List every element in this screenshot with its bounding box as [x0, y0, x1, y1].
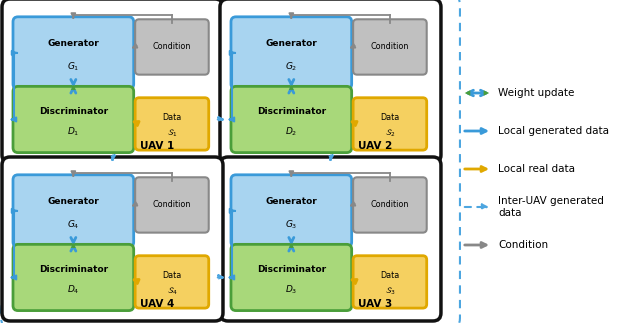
Text: $D_3$: $D_3$: [285, 284, 298, 296]
FancyBboxPatch shape: [135, 98, 209, 150]
Text: Local generated data: Local generated data: [498, 126, 609, 136]
Text: Generator: Generator: [266, 39, 317, 48]
Text: Data: Data: [163, 271, 182, 280]
FancyBboxPatch shape: [353, 19, 427, 75]
FancyBboxPatch shape: [2, 0, 223, 163]
Text: Local real data: Local real data: [498, 164, 575, 174]
Text: Generator: Generator: [266, 197, 317, 206]
Text: Condition: Condition: [371, 42, 409, 51]
Text: $\mathcal{S}_3$: $\mathcal{S}_3$: [385, 286, 396, 297]
Text: Data: Data: [380, 113, 399, 122]
Text: Generator: Generator: [47, 39, 99, 48]
FancyBboxPatch shape: [353, 177, 427, 233]
FancyBboxPatch shape: [135, 19, 209, 75]
FancyBboxPatch shape: [135, 256, 209, 308]
Text: Condition: Condition: [498, 240, 548, 250]
FancyBboxPatch shape: [231, 17, 351, 89]
Text: $G_1$: $G_1$: [67, 60, 79, 73]
Text: Discriminator: Discriminator: [257, 265, 326, 274]
FancyBboxPatch shape: [220, 157, 441, 321]
Text: Discriminator: Discriminator: [39, 107, 108, 116]
FancyBboxPatch shape: [13, 17, 134, 89]
Text: UAV 2: UAV 2: [358, 141, 393, 151]
Text: Discriminator: Discriminator: [257, 107, 326, 116]
Text: $D_1$: $D_1$: [67, 126, 79, 138]
FancyBboxPatch shape: [2, 157, 223, 321]
Text: Condition: Condition: [153, 42, 191, 51]
FancyBboxPatch shape: [13, 245, 134, 311]
Text: Data: Data: [380, 271, 399, 280]
Text: Condition: Condition: [371, 201, 409, 209]
Text: $D_2$: $D_2$: [285, 126, 298, 138]
FancyBboxPatch shape: [231, 175, 351, 247]
FancyBboxPatch shape: [231, 245, 351, 311]
Text: $G_4$: $G_4$: [67, 218, 79, 231]
Text: Inter-UAV generated
data: Inter-UAV generated data: [498, 196, 604, 218]
Text: $D_4$: $D_4$: [67, 284, 79, 296]
Text: $\mathcal{S}_1$: $\mathcal{S}_1$: [166, 128, 177, 140]
Text: Discriminator: Discriminator: [39, 265, 108, 274]
Text: $\mathcal{S}_4$: $\mathcal{S}_4$: [166, 286, 177, 297]
Text: Condition: Condition: [153, 201, 191, 209]
FancyBboxPatch shape: [13, 86, 134, 152]
Text: $G_3$: $G_3$: [285, 218, 298, 231]
Text: $\mathcal{S}_2$: $\mathcal{S}_2$: [385, 128, 395, 140]
Text: Weight update: Weight update: [498, 88, 574, 98]
FancyBboxPatch shape: [353, 256, 427, 308]
Text: UAV 1: UAV 1: [140, 141, 175, 151]
FancyBboxPatch shape: [220, 0, 441, 163]
FancyBboxPatch shape: [353, 98, 427, 150]
FancyBboxPatch shape: [135, 177, 209, 233]
Text: Generator: Generator: [47, 197, 99, 206]
Text: UAV 3: UAV 3: [358, 298, 393, 308]
FancyBboxPatch shape: [231, 86, 351, 152]
FancyBboxPatch shape: [13, 175, 134, 247]
Text: $G_2$: $G_2$: [285, 60, 298, 73]
Text: UAV 4: UAV 4: [140, 298, 175, 308]
Text: Data: Data: [163, 113, 182, 122]
